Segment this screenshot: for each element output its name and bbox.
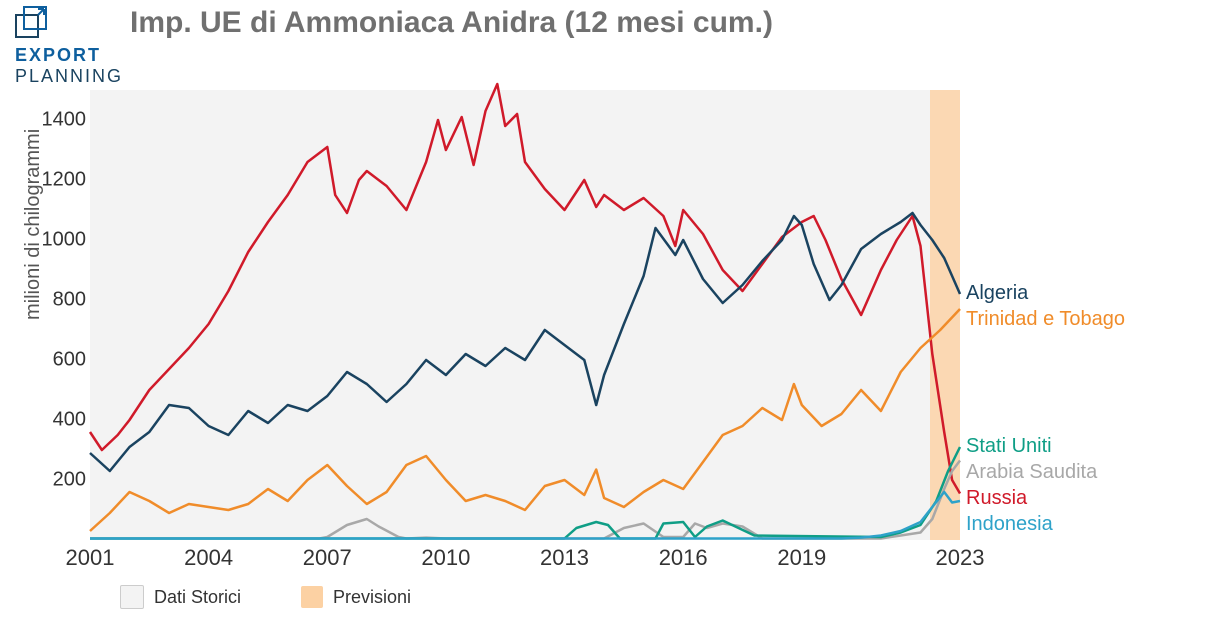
brand-text: EXPORT PLANNING — [15, 45, 123, 87]
brand-mark-icon — [15, 6, 47, 45]
y-tick: 1400 — [42, 109, 87, 132]
series-label-arabia-saudita: Arabia Saudita — [966, 461, 1097, 484]
legend-swatch-forecast — [301, 586, 323, 608]
brand-logo: EXPORT PLANNING — [15, 6, 123, 87]
legend: Dati Storici Previsioni — [120, 585, 411, 609]
legend-label-forecast: Previsioni — [333, 587, 411, 608]
x-tick: 2019 — [777, 545, 826, 571]
y-tick: 800 — [53, 289, 86, 312]
y-tick: 1200 — [42, 169, 87, 192]
line-layer — [90, 90, 960, 540]
legend-item-historical: Dati Storici — [120, 585, 241, 609]
series-indonesia — [90, 492, 960, 539]
y-axis: 200 400 600 800 1000 1200 1400 — [40, 90, 86, 540]
legend-label-historical: Dati Storici — [154, 587, 241, 608]
x-axis: 20012004200720102013201620192023 — [90, 545, 960, 575]
brand-word-2: PLANNING — [15, 66, 123, 86]
legend-swatch-historical — [120, 585, 144, 609]
series-label-algeria: Algeria — [966, 282, 1028, 305]
brand-word-1: EXPORT — [15, 45, 101, 65]
chart-root: EXPORT PLANNING Imp. UE di Ammoniaca Ani… — [0, 0, 1207, 623]
chart-title: Imp. UE di Ammoniaca Anidra (12 mesi cum… — [130, 6, 773, 40]
x-tick: 2013 — [540, 545, 589, 571]
series-label-stati-uniti: Stati Uniti — [966, 435, 1052, 458]
y-tick: 600 — [53, 349, 86, 372]
x-tick: 2004 — [184, 545, 233, 571]
y-tick: 200 — [53, 469, 86, 492]
series-stati-uniti — [90, 447, 960, 539]
y-tick: 1000 — [42, 229, 87, 252]
x-tick: 2010 — [421, 545, 470, 571]
legend-item-forecast: Previsioni — [301, 586, 411, 608]
series-arabia-saudita — [90, 461, 960, 539]
series-label-trinidad-e-tobago: Trinidad e Tobago — [966, 308, 1125, 331]
x-tick: 2007 — [303, 545, 352, 571]
series-label-russia: Russia — [966, 487, 1027, 510]
y-tick: 400 — [53, 409, 86, 432]
series-trinidad-e-tobago — [90, 309, 960, 531]
x-tick: 2001 — [66, 545, 115, 571]
x-tick: 2016 — [659, 545, 708, 571]
series-label-indonesia: Indonesia — [966, 513, 1053, 536]
plot-area — [90, 90, 960, 540]
x-tick: 2023 — [936, 545, 985, 571]
